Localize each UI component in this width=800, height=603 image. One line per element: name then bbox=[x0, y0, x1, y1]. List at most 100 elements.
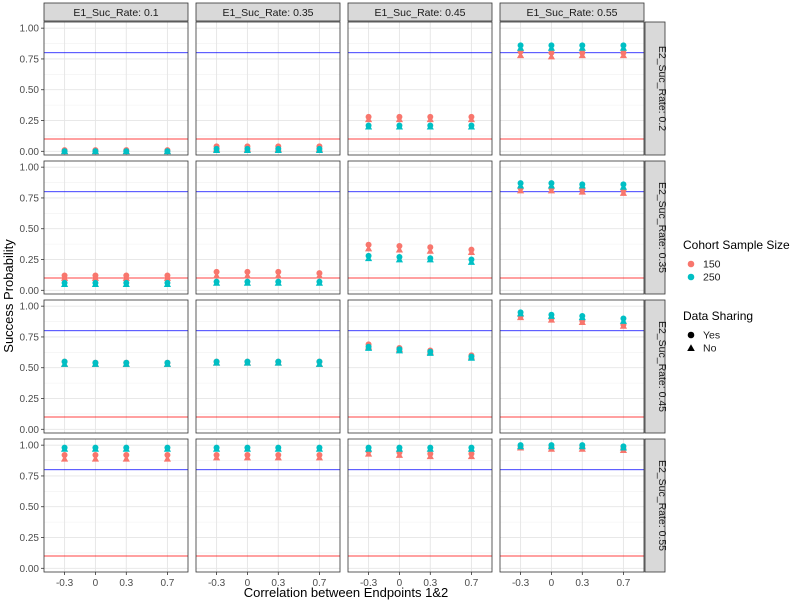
point-yes bbox=[123, 452, 130, 459]
legend-shape-label: No bbox=[703, 343, 717, 355]
point-yes bbox=[244, 278, 251, 285]
point-yes bbox=[316, 270, 323, 277]
point-yes bbox=[213, 444, 220, 451]
point-yes bbox=[517, 442, 524, 449]
point-no bbox=[547, 52, 556, 60]
column-strip-bg bbox=[499, 2, 645, 22]
y-tick-label: 0.50 bbox=[20, 502, 40, 513]
legend-color-key bbox=[687, 273, 695, 281]
point-yes bbox=[396, 242, 403, 249]
x-tick-label: 0 bbox=[549, 578, 555, 589]
panel bbox=[499, 160, 645, 295]
x-tick-label: -0.3 bbox=[512, 578, 530, 589]
point-yes bbox=[92, 272, 99, 279]
row-strip-bg bbox=[644, 299, 666, 434]
panel-border bbox=[195, 438, 341, 573]
row-strip-label: E2_Suc_Rate: 0.35 bbox=[656, 182, 668, 273]
panel-bg bbox=[500, 22, 644, 155]
point-yes bbox=[275, 444, 282, 451]
column-strip-label: E1_Suc_Rate: 0.1 bbox=[73, 7, 158, 19]
legend-shape-key bbox=[687, 331, 695, 339]
point-yes bbox=[427, 348, 434, 355]
point-no bbox=[212, 271, 221, 279]
point-yes bbox=[164, 279, 171, 286]
x-tick-label: 0.3 bbox=[423, 578, 437, 589]
point-yes bbox=[92, 359, 99, 366]
point-yes bbox=[468, 122, 475, 129]
point-yes bbox=[244, 268, 251, 275]
point-yes bbox=[579, 49, 586, 56]
point-yes bbox=[244, 444, 251, 451]
point-yes bbox=[213, 278, 220, 285]
point-yes bbox=[164, 452, 171, 459]
column-strip-bg bbox=[43, 2, 189, 22]
panels bbox=[43, 21, 645, 573]
x-tick-label: 0.7 bbox=[160, 578, 174, 589]
legend-color-title: Cohort Sample Size bbox=[683, 238, 790, 252]
point-no bbox=[364, 244, 373, 252]
point-yes bbox=[92, 444, 99, 451]
point-no bbox=[426, 247, 434, 254]
panel bbox=[195, 438, 341, 573]
panel-bg bbox=[500, 300, 644, 433]
point-yes bbox=[275, 452, 282, 459]
point-yes bbox=[427, 122, 434, 129]
panel bbox=[195, 299, 341, 434]
point-yes bbox=[517, 180, 524, 187]
panel bbox=[43, 299, 189, 434]
point-yes bbox=[396, 346, 403, 353]
panel-border bbox=[43, 438, 189, 573]
panel-border bbox=[347, 438, 493, 573]
point-yes bbox=[316, 444, 323, 451]
panel-bg bbox=[44, 300, 188, 433]
point-yes bbox=[620, 49, 627, 56]
panel bbox=[43, 21, 189, 156]
point-yes bbox=[427, 450, 434, 457]
point-yes bbox=[244, 358, 251, 365]
row-strip-bg bbox=[644, 438, 666, 573]
point-yes bbox=[548, 180, 555, 187]
point-yes bbox=[123, 148, 130, 155]
point-yes bbox=[396, 122, 403, 129]
point-yes bbox=[123, 444, 130, 451]
point-yes bbox=[61, 358, 68, 365]
legend-color-label: 250 bbox=[703, 272, 721, 284]
legend-shape-title: Data Sharing bbox=[683, 309, 753, 323]
point-yes bbox=[620, 42, 627, 49]
y-tick-label: 1.00 bbox=[20, 163, 40, 174]
point-yes bbox=[61, 272, 68, 279]
y-axis: 0.00 0.25 0.50 0.75 1.00 0.00 0.25 0.50 0.75 1.00… bbox=[20, 24, 44, 575]
x-axis: -0.3 0 0.3 0.7 -0.3 0 0.3 0.7 -0.3 0 0.3 0.7 -0.3 0 0.… bbox=[56, 572, 631, 589]
point-yes bbox=[164, 148, 171, 155]
panel-bg bbox=[348, 300, 492, 433]
point-yes bbox=[164, 359, 171, 366]
point-yes bbox=[548, 42, 555, 49]
point-yes bbox=[213, 358, 220, 365]
panel-bg bbox=[348, 439, 492, 572]
x-tick-label: 0 bbox=[93, 578, 99, 589]
column-strip-bg bbox=[195, 2, 341, 22]
x-tick-label: -0.3 bbox=[56, 578, 74, 589]
legend-shape-label: Yes bbox=[703, 330, 720, 342]
y-tick-label: 0.00 bbox=[20, 147, 40, 158]
point-yes bbox=[579, 42, 586, 49]
point-no bbox=[395, 246, 404, 253]
point-yes bbox=[579, 313, 586, 320]
x-axis-title: Correlation between Endpoints 1&2 bbox=[244, 585, 449, 600]
panel-border bbox=[499, 438, 645, 573]
point-yes bbox=[61, 444, 68, 451]
column-strip-bg bbox=[347, 2, 493, 22]
y-tick-label: 1.00 bbox=[20, 441, 40, 452]
point-yes bbox=[92, 452, 99, 459]
point-yes bbox=[123, 272, 130, 279]
point-no bbox=[122, 455, 130, 462]
y-tick-label: 0.25 bbox=[20, 255, 40, 266]
point-yes bbox=[517, 309, 524, 316]
legend-shape-key bbox=[687, 344, 695, 352]
point-yes bbox=[365, 122, 372, 129]
point-yes bbox=[468, 246, 475, 253]
row-strip-label: E2_Suc_Rate: 0.55 bbox=[656, 460, 668, 551]
point-yes bbox=[123, 359, 130, 366]
